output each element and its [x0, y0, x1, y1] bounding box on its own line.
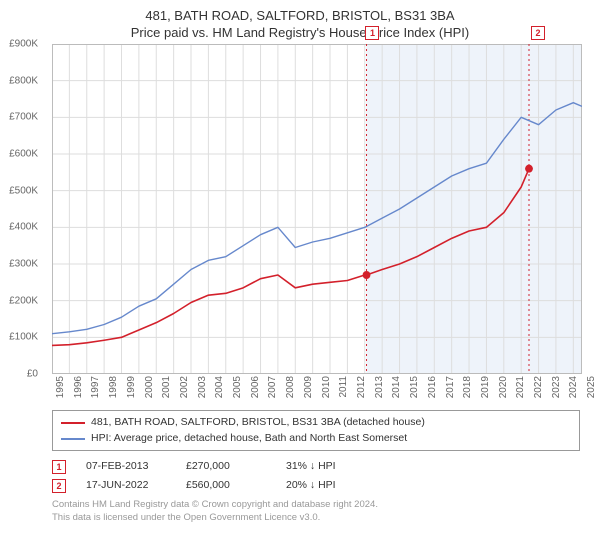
x-tick-label: 1996 — [73, 376, 84, 398]
x-tick-label: 2007 — [267, 376, 278, 398]
x-tick-label: 2000 — [144, 376, 155, 398]
x-tick-label: 2020 — [498, 376, 509, 398]
y-tick-label: £400K — [9, 222, 38, 233]
x-axis-ticks: 1995 1996 1997 1998 1999 2000 2001 2002 2003 2004… — [52, 374, 582, 408]
x-tick-label: 2001 — [161, 376, 172, 398]
x-tick-label: 2004 — [214, 376, 225, 398]
marker-table: 1 07-FEB-2013 £270,000 31% ↓ HPI 2 17-JUN-202… — [52, 457, 580, 495]
x-tick-label: 2016 — [427, 376, 438, 398]
legend: 481, BATH ROAD, SALTFORD, BRISTOL, BS31 … — [52, 410, 580, 452]
x-tick-label: 2009 — [303, 376, 314, 398]
plot-svg — [52, 44, 582, 374]
legend-swatch — [61, 438, 85, 440]
x-tick-label: 2014 — [391, 376, 402, 398]
y-axis-ticks: £0£100K£200K£300K£400K£500K£600K£700K£80… — [0, 44, 40, 374]
marker-pct: 31% ↓ HPI — [286, 457, 366, 476]
x-tick-label: 1995 — [55, 376, 66, 398]
x-tick-label: 2008 — [285, 376, 296, 398]
x-tick-label: 1998 — [108, 376, 119, 398]
footnote: Contains HM Land Registry data © Crown c… — [52, 499, 580, 524]
footnote-line: This data is licensed under the Open Gov… — [52, 512, 580, 524]
legend-item: 481, BATH ROAD, SALTFORD, BRISTOL, BS31 … — [61, 415, 571, 431]
y-tick-label: £500K — [9, 185, 38, 196]
y-tick-label: £600K — [9, 149, 38, 160]
legend-label: 481, BATH ROAD, SALTFORD, BRISTOL, BS31 … — [91, 415, 425, 431]
x-tick-label: 2011 — [338, 376, 349, 398]
chart-subtitle: Price paid vs. HM Land Registry's House … — [10, 25, 590, 40]
x-tick-label: 1997 — [90, 376, 101, 398]
marker-tag: 2 — [52, 479, 66, 493]
y-tick-label: £800K — [9, 75, 38, 86]
x-tick-label: 2024 — [568, 376, 579, 398]
legend-swatch — [61, 422, 85, 424]
marker-tag: 1 — [365, 26, 379, 40]
x-tick-label: 2005 — [232, 376, 243, 398]
x-tick-label: 2023 — [551, 376, 562, 398]
y-tick-label: £700K — [9, 112, 38, 123]
marker-row: 1 07-FEB-2013 £270,000 31% ↓ HPI — [52, 457, 580, 476]
x-tick-label: 2025 — [586, 376, 597, 398]
marker-pct: 20% ↓ HPI — [286, 476, 366, 495]
x-tick-label: 2019 — [480, 376, 491, 398]
marker-row: 2 17-JUN-2022 £560,000 20% ↓ HPI — [52, 476, 580, 495]
marker-date: 17-JUN-2022 — [86, 476, 166, 495]
y-tick-label: £100K — [9, 332, 38, 343]
x-tick-label: 1999 — [126, 376, 137, 398]
x-tick-label: 2006 — [250, 376, 261, 398]
x-tick-label: 2017 — [445, 376, 456, 398]
footnote-line: Contains HM Land Registry data © Crown c… — [52, 499, 580, 511]
x-tick-label: 2013 — [374, 376, 385, 398]
plot-area: 12 — [52, 44, 582, 374]
x-tick-label: 2002 — [179, 376, 190, 398]
marker-tag: 1 — [52, 460, 66, 474]
x-tick-label: 2022 — [533, 376, 544, 398]
y-tick-label: £300K — [9, 259, 38, 270]
marker-price: £560,000 — [186, 476, 266, 495]
x-tick-label: 2003 — [197, 376, 208, 398]
x-tick-label: 2021 — [515, 376, 526, 398]
marker-price: £270,000 — [186, 457, 266, 476]
marker-date: 07-FEB-2013 — [86, 457, 166, 476]
x-tick-label: 2018 — [462, 376, 473, 398]
chart-container: 481, BATH ROAD, SALTFORD, BRISTOL, BS31 … — [0, 0, 600, 560]
x-tick-label: 2010 — [321, 376, 332, 398]
y-tick-label: £0 — [27, 369, 38, 380]
marker-tag: 2 — [531, 26, 545, 40]
chart-title: 481, BATH ROAD, SALTFORD, BRISTOL, BS31 … — [10, 8, 590, 25]
y-tick-label: £200K — [9, 295, 38, 306]
x-tick-label: 2012 — [356, 376, 367, 398]
legend-label: HPI: Average price, detached house, Bath… — [91, 431, 407, 447]
legend-item: HPI: Average price, detached house, Bath… — [61, 431, 571, 447]
x-tick-label: 2015 — [409, 376, 420, 398]
y-tick-label: £900K — [9, 39, 38, 50]
